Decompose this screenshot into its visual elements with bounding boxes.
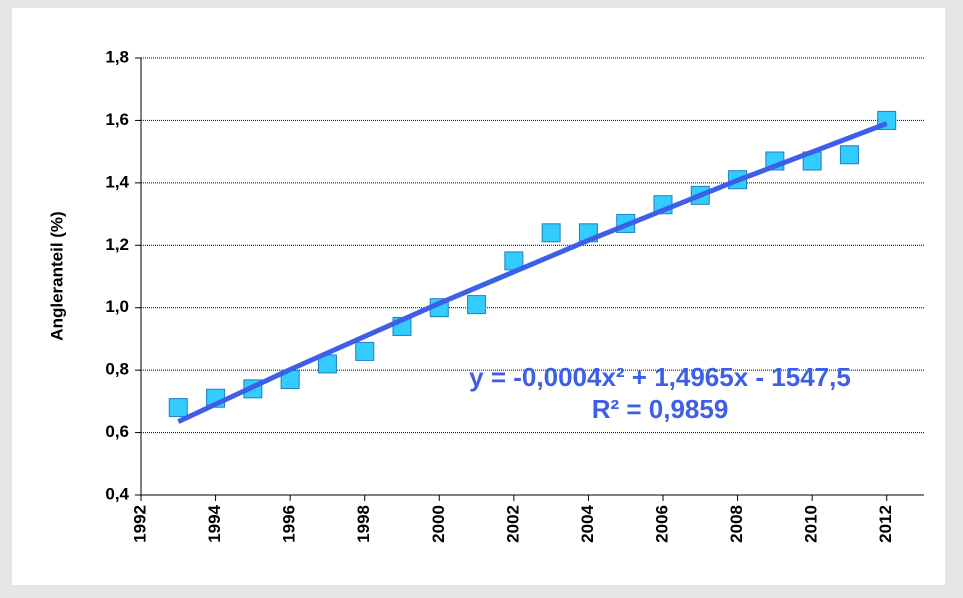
- point: [467, 295, 487, 315]
- trendline-equation: y = -0,0004x² + 1,4965x - 1547,5: [469, 362, 851, 392]
- x-tick-label: 2004: [578, 504, 597, 542]
- trendline: [177, 121, 888, 424]
- point: [168, 398, 188, 418]
- x-tick-label: 2002: [503, 505, 522, 543]
- x-tick-label: 2010: [802, 505, 821, 543]
- y-tick-label: 1,4: [105, 172, 129, 191]
- y-tick-label: 0,4: [105, 484, 129, 503]
- x-tick-label: 2008: [727, 505, 746, 543]
- y-axis-label: Angleranteil (%): [47, 211, 66, 340]
- x-tick-label: 2006: [652, 505, 671, 543]
- x-tick-label: 1994: [205, 504, 224, 542]
- x-tick-label: 1996: [280, 505, 299, 543]
- x-tick-label: 2012: [876, 505, 895, 543]
- y-tick-label: 0,8: [105, 360, 129, 379]
- x-tick-label: 1992: [130, 505, 149, 543]
- y-tick-label: 1,8: [105, 47, 129, 66]
- x-tick-label: 1998: [354, 505, 373, 543]
- y-tick-label: 0,6: [105, 422, 129, 441]
- y-tick-label: 1,0: [105, 297, 129, 316]
- r-squared: R² = 0,9859: [592, 394, 729, 424]
- point: [355, 341, 375, 361]
- y-tick-label: 1,6: [105, 110, 129, 129]
- x-tick-label: 2000: [429, 505, 448, 543]
- y-tick-label: 1,2: [105, 235, 129, 254]
- point: [839, 145, 859, 165]
- point: [541, 223, 561, 243]
